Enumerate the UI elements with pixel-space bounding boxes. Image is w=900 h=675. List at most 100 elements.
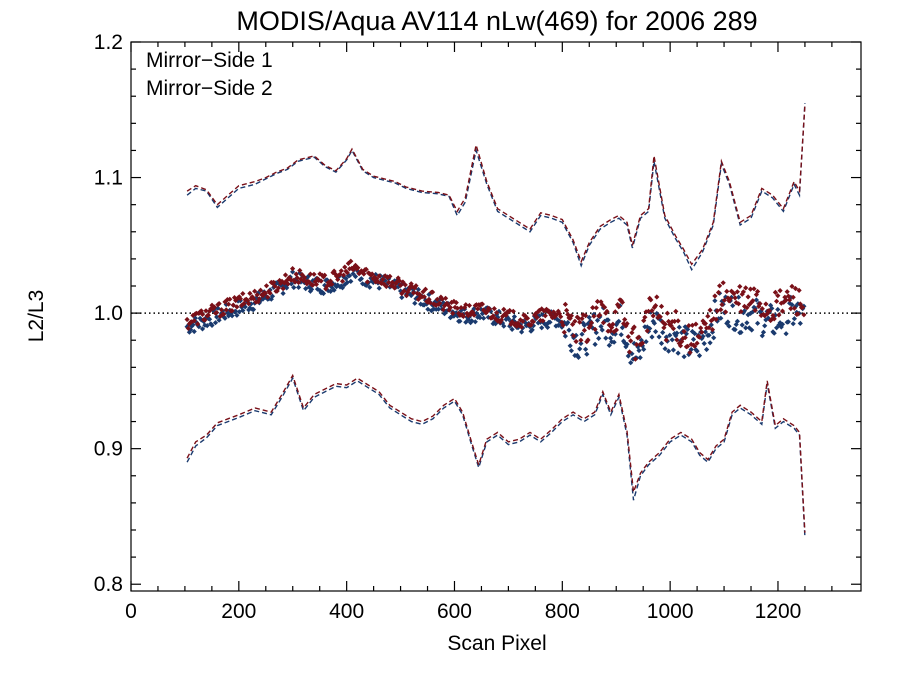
data-point (449, 314, 455, 320)
data-point (568, 348, 574, 354)
data-point (388, 283, 394, 289)
data-point (350, 267, 356, 273)
data-point (676, 324, 682, 330)
data-point (465, 313, 471, 319)
data-point (500, 313, 506, 319)
data-point (623, 323, 629, 329)
data-point (696, 334, 703, 340)
data-point (524, 315, 531, 321)
data-point (788, 306, 794, 312)
data-point (702, 329, 708, 335)
data-point (699, 329, 705, 335)
data-point (501, 306, 507, 312)
data-point (625, 334, 631, 340)
data-point (202, 317, 208, 323)
data-point (301, 274, 308, 280)
data-point (224, 310, 230, 316)
data-point (657, 314, 663, 320)
data-point (706, 332, 712, 338)
data-point (672, 318, 678, 324)
data-point (797, 301, 803, 307)
data-point (727, 296, 733, 302)
data-point (679, 339, 685, 345)
data-point (707, 307, 713, 313)
data-point (636, 334, 642, 340)
data-point (673, 308, 679, 314)
data-point (358, 276, 364, 282)
data-point (214, 310, 220, 316)
data-point (609, 339, 615, 345)
data-point (226, 313, 232, 319)
data-point (370, 276, 376, 282)
data-point (217, 313, 223, 319)
data-point (789, 283, 795, 289)
data-point (795, 311, 801, 317)
data-point (508, 321, 514, 327)
data-point (469, 318, 475, 324)
data-point (478, 306, 484, 312)
data-point (628, 360, 634, 366)
data-point (752, 307, 758, 313)
data-point (656, 334, 662, 340)
data-point (568, 313, 574, 319)
data-point (772, 289, 778, 295)
data-point (198, 308, 204, 314)
data-point (579, 316, 585, 322)
y-tick-label: 1.1 (94, 167, 123, 190)
data-point (519, 329, 525, 335)
data-point (750, 309, 756, 315)
data-point (343, 276, 349, 282)
data-point (651, 320, 657, 326)
data-point (367, 284, 373, 290)
data-point (421, 294, 427, 300)
data-point (434, 296, 440, 302)
data-point (513, 321, 519, 327)
data-point (783, 297, 789, 303)
data-point (686, 351, 692, 358)
data-point (615, 302, 621, 308)
data-point (724, 288, 730, 294)
data-point (785, 293, 791, 299)
data-point (726, 298, 732, 304)
data-point (698, 325, 704, 331)
data-point (240, 291, 246, 297)
data-point (728, 294, 735, 300)
data-point (242, 304, 248, 310)
data-point (539, 306, 545, 312)
data-point (392, 285, 398, 291)
data-point (398, 282, 404, 288)
data-point (619, 325, 625, 331)
data-point (670, 326, 676, 332)
data-point (721, 297, 727, 303)
data-point (732, 327, 738, 333)
data-point (509, 319, 515, 325)
data-point (233, 308, 239, 314)
data-point (592, 326, 598, 332)
data-point (580, 320, 586, 326)
data-point (675, 350, 681, 356)
data-point (534, 314, 540, 321)
data-point (753, 292, 759, 298)
data-point (364, 279, 370, 285)
data-point (546, 308, 552, 314)
data-point (555, 322, 561, 328)
data-point (216, 301, 222, 307)
data-point (709, 327, 716, 333)
data-point (630, 326, 636, 332)
data-point (536, 307, 542, 313)
data-point (507, 323, 513, 329)
data-point (202, 322, 208, 328)
data-point (578, 340, 584, 347)
data-point (536, 313, 542, 319)
data-point (771, 316, 777, 322)
data-point (449, 299, 455, 305)
data-point (792, 304, 799, 310)
data-point (693, 321, 699, 327)
data-point (755, 320, 761, 326)
x-tick-label: 1000 (647, 600, 694, 623)
legend-mirror-side-2: Mirror−Side 2 (146, 77, 273, 100)
data-point (425, 306, 431, 312)
data-point (738, 309, 744, 315)
data-point (737, 283, 743, 290)
data-point (540, 312, 546, 318)
